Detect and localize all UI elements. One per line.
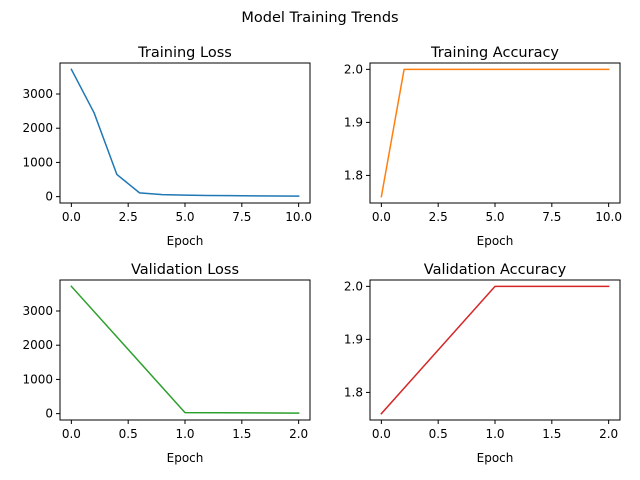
x-tick-label: 7.5 [542,210,561,224]
panel-training-loss: Training Loss 0.0 2.5 5.0 7.5 10.0 0 1000 2000… [22,45,312,248]
y-axis-ticks: 0 1000 2000 3000 [22,304,60,421]
x-axis-label: Epoch [477,234,514,248]
x-tick-label: 0.0 [62,210,81,224]
x-tick-label: 0.5 [429,427,448,441]
x-tick-label: 10.0 [595,210,622,224]
series-line [70,285,300,414]
x-axis-label: Epoch [167,451,204,465]
y-tick-label: 2000 [22,121,53,135]
x-tick-label: 0.0 [372,427,391,441]
x-tick-label: 1.0 [175,427,194,441]
x-axis-ticks: 0.0 2.5 5.0 7.5 10.0 [62,203,312,224]
x-tick-label: 2.5 [119,210,138,224]
series-line [70,68,300,197]
y-tick-label: 3000 [22,87,53,101]
x-tick-label: 0.0 [372,210,391,224]
y-tick-label: 2000 [22,338,53,352]
y-tick-label: 0 [45,190,53,204]
x-tick-label: 5.0 [175,210,194,224]
axes-frame [369,62,621,204]
x-tick-label: 7.5 [232,210,251,224]
panel-title: Validation Loss [131,262,239,278]
x-tick-label: 1.5 [232,427,251,441]
x-axis-label: Epoch [167,234,204,248]
y-tick-label: 0 [45,407,53,421]
y-tick-label: 1.9 [344,332,363,346]
y-tick-label: 2.0 [344,279,363,293]
axes-frame [59,62,311,204]
x-tick-label: 1.0 [485,427,504,441]
series-group [70,285,300,414]
x-tick-label: 1.5 [542,427,561,441]
figure-suptitle: Model Training Trends [241,10,398,26]
series-line [380,68,610,198]
x-axis-ticks: 0.0 2.5 5.0 7.5 10.0 [372,203,622,224]
series-group [380,285,610,415]
x-tick-label: 10.0 [285,210,312,224]
y-tick-label: 1000 [22,372,53,386]
x-tick-label: 0.5 [119,427,138,441]
x-tick-label: 5.0 [485,210,504,224]
series-line [380,285,610,415]
y-tick-label: 1.8 [344,168,363,182]
x-axis-ticks: 0.0 0.5 1.0 1.5 2.0 [62,420,308,441]
y-tick-label: 3000 [22,304,53,318]
y-tick-label: 2.0 [344,62,363,76]
x-axis-ticks: 0.0 0.5 1.0 1.5 2.0 [372,420,618,441]
panel-title: Training Loss [137,45,232,61]
y-tick-label: 1.8 [344,385,363,399]
x-tick-label: 2.0 [289,427,308,441]
y-axis-ticks: 1.8 1.9 2.0 [344,62,370,182]
panel-validation-loss: Validation Loss 0.0 0.5 1.0 1.5 2.0 0 1000 200… [22,262,311,465]
panel-title: Validation Accuracy [424,262,567,278]
y-axis-ticks: 1.8 1.9 2.0 [344,279,370,399]
panel-training-accuracy: Training Accuracy 0.0 2.5 5.0 7.5 10.0 1.81.… [344,45,622,248]
y-axis-ticks: 0 1000 2000 3000 [22,87,60,204]
y-tick-label: 1.9 [344,115,363,129]
series-group [70,68,300,197]
panel-validation-accuracy: Validation Accuracy 0.0 0.5 1.0 1.5 2.0 1.81… [344,262,621,465]
x-axis-label: Epoch [477,451,514,465]
x-tick-label: 2.5 [429,210,448,224]
axes-frame [369,279,621,421]
x-tick-label: 0.0 [62,427,81,441]
x-tick-label: 2.0 [599,427,618,441]
panel-title: Training Accuracy [430,45,559,61]
y-tick-label: 1000 [22,155,53,169]
series-group [380,68,610,198]
axes-frame [59,279,311,421]
